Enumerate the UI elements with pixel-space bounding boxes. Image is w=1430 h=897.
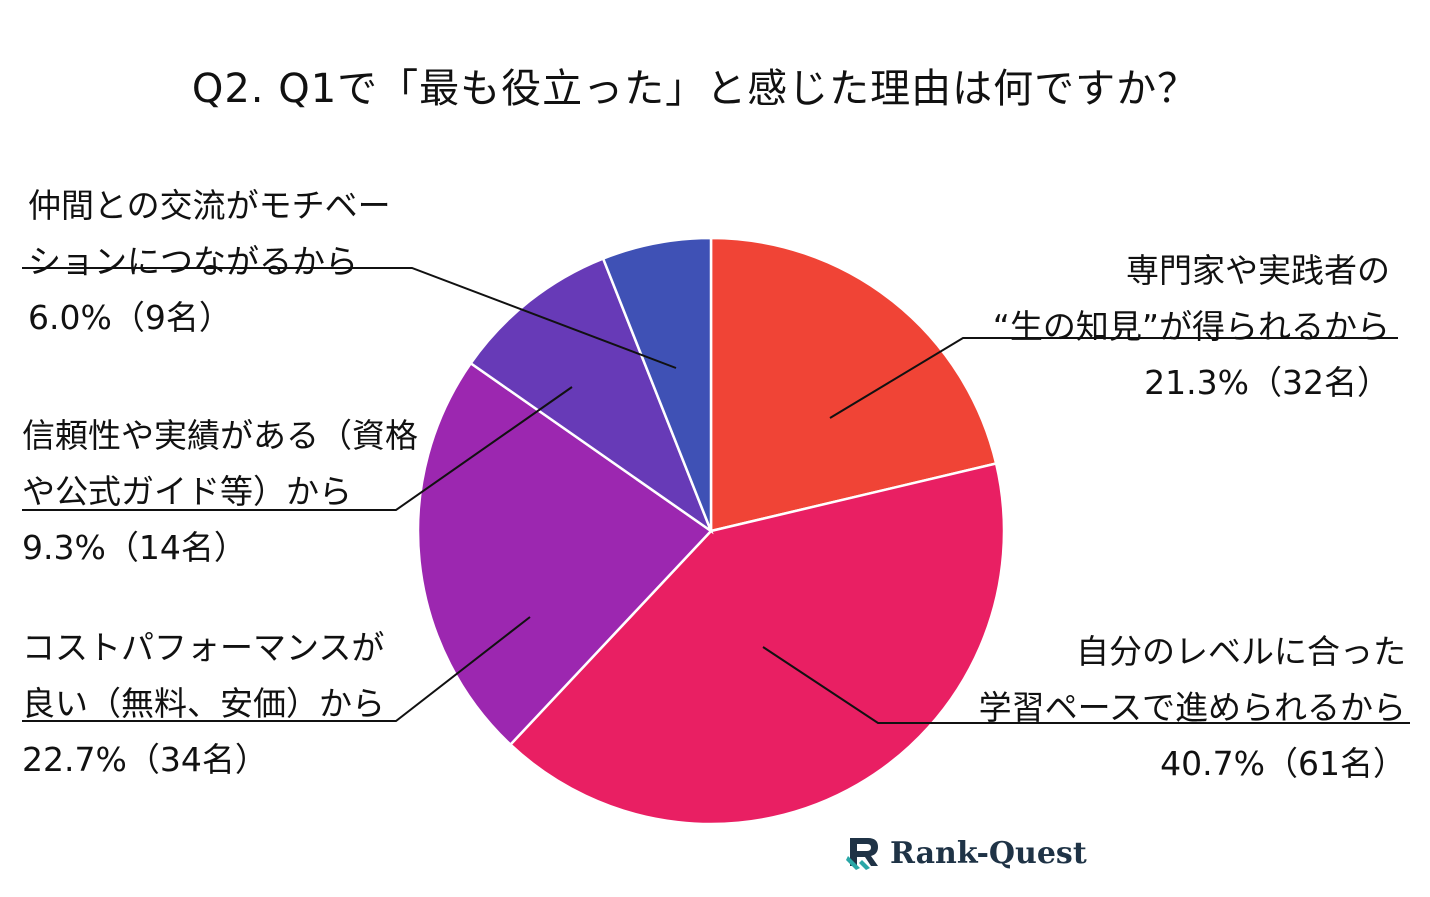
label-slice-4-line-1: 仲間との交流がモチベー: [28, 186, 391, 225]
leader-line-0: [829, 337, 1398, 419]
label-slice-2-line-1: コストパフォーマンスが: [22, 628, 385, 667]
leader-line-1: [762, 646, 1410, 724]
chart-title: Q2. Q1で「最も役立った」と感じた理由は何ですか？: [191, 66, 1199, 112]
leader-line-3: [22, 386, 573, 511]
label-slice-4: 仲間との交流がモチベー ションにつながるから 6.0%（9名）: [28, 178, 391, 346]
pie-slice-4: [601, 236, 713, 532]
label-slice-3-line-2: や公式ガイド等）から: [22, 472, 352, 511]
label-slice-3-line-1: 信頼性や実績がある（資格: [22, 416, 418, 455]
label-slice-2-value: 22.7%（34名）: [22, 740, 268, 779]
label-slice-4-line-2: ションにつながるから: [28, 242, 358, 281]
label-slice-0: 専門家や実践者の “生の知見”が得られるから 21.3%（32名）: [993, 243, 1390, 411]
pie-slice-2: [416, 361, 713, 747]
label-slice-0-value: 21.3%（32名）: [1144, 363, 1390, 402]
label-slice-3: 信頼性や実績がある（資格 や公式ガイド等）から 9.3%（14名）: [22, 408, 418, 576]
label-slice-0-line-1: 専門家や実践者の: [1126, 251, 1390, 290]
leader-line-4: [22, 267, 677, 369]
label-slice-1-line-2: 学習ペースで進められるから: [978, 688, 1406, 727]
pie-slice-3: [469, 256, 714, 535]
leader-line-2: [22, 616, 531, 722]
label-slice-1-value: 40.7%（61名）: [1160, 744, 1406, 783]
rank-quest-logo-text: Rank-Quest: [890, 835, 1087, 871]
label-slice-3-value: 9.3%（14名）: [22, 528, 247, 567]
label-slice-4-value: 6.0%（9名）: [28, 298, 232, 337]
label-slice-1: 自分のレベルに合った 学習ペースで進められるから 40.7%（61名）: [979, 624, 1406, 792]
label-slice-2: コストパフォーマンスが 良い（無料、安価）から 22.7%（34名）: [22, 620, 385, 788]
label-slice-1-line-1: 自分のレベルに合った: [1076, 632, 1406, 671]
rank-quest-logo-icon: [846, 838, 878, 870]
pie-slice-0: [709, 236, 998, 533]
label-slice-2-line-2: 良い（無料、安価）から: [22, 684, 385, 723]
rank-quest-logo: Rank-Quest: [846, 832, 1087, 874]
pie-slice-1: [508, 461, 1006, 826]
label-slice-0-line-2: “生の知見”が得られるから: [992, 307, 1390, 346]
